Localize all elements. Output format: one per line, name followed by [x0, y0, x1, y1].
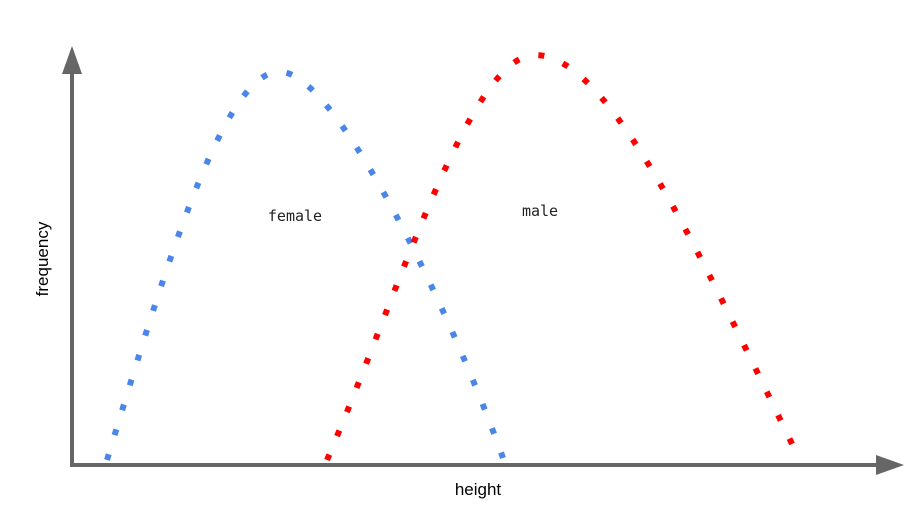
- y-axis-arrowhead: [62, 46, 82, 74]
- male-curve-label: male: [522, 202, 558, 220]
- female-curve: [104, 68, 506, 461]
- axes: [62, 46, 904, 475]
- male-curve-path: [324, 51, 798, 462]
- x-axis-arrowhead: [876, 455, 904, 475]
- male-curve: [324, 51, 798, 462]
- female-curve-label: female: [268, 207, 322, 225]
- x-axis-label: height: [455, 480, 502, 499]
- y-axis-label: frequency: [33, 221, 52, 296]
- female-curve-path: [104, 68, 506, 461]
